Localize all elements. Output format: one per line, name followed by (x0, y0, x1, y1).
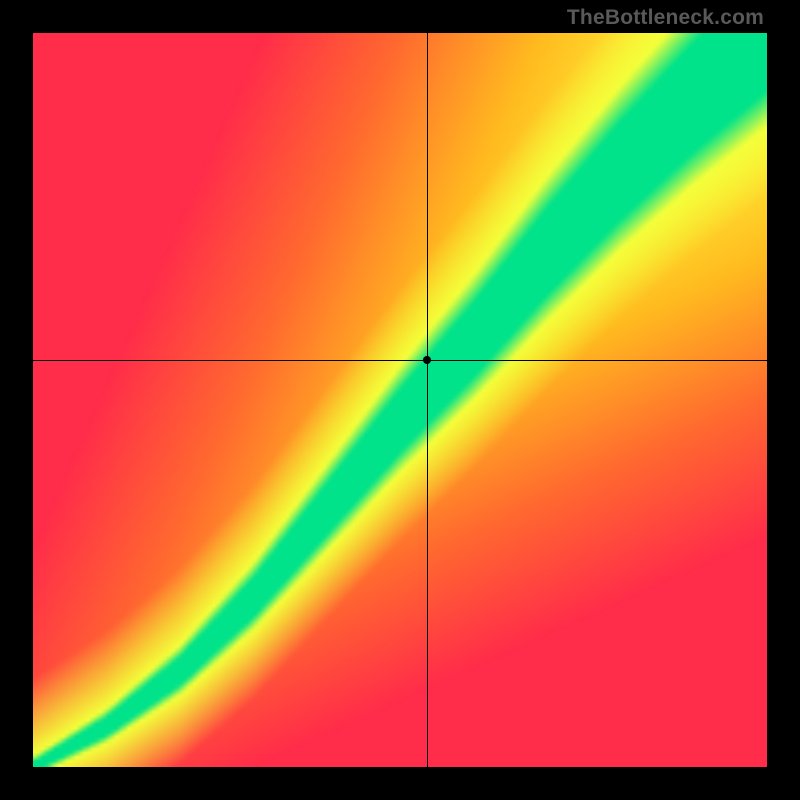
crosshair-horizontal (33, 360, 767, 361)
heatmap-canvas (33, 33, 767, 767)
heatmap-plot (33, 33, 767, 767)
crosshair-marker (423, 356, 431, 364)
watermark-text: TheBottleneck.com (567, 6, 764, 30)
crosshair-vertical (427, 33, 428, 767)
